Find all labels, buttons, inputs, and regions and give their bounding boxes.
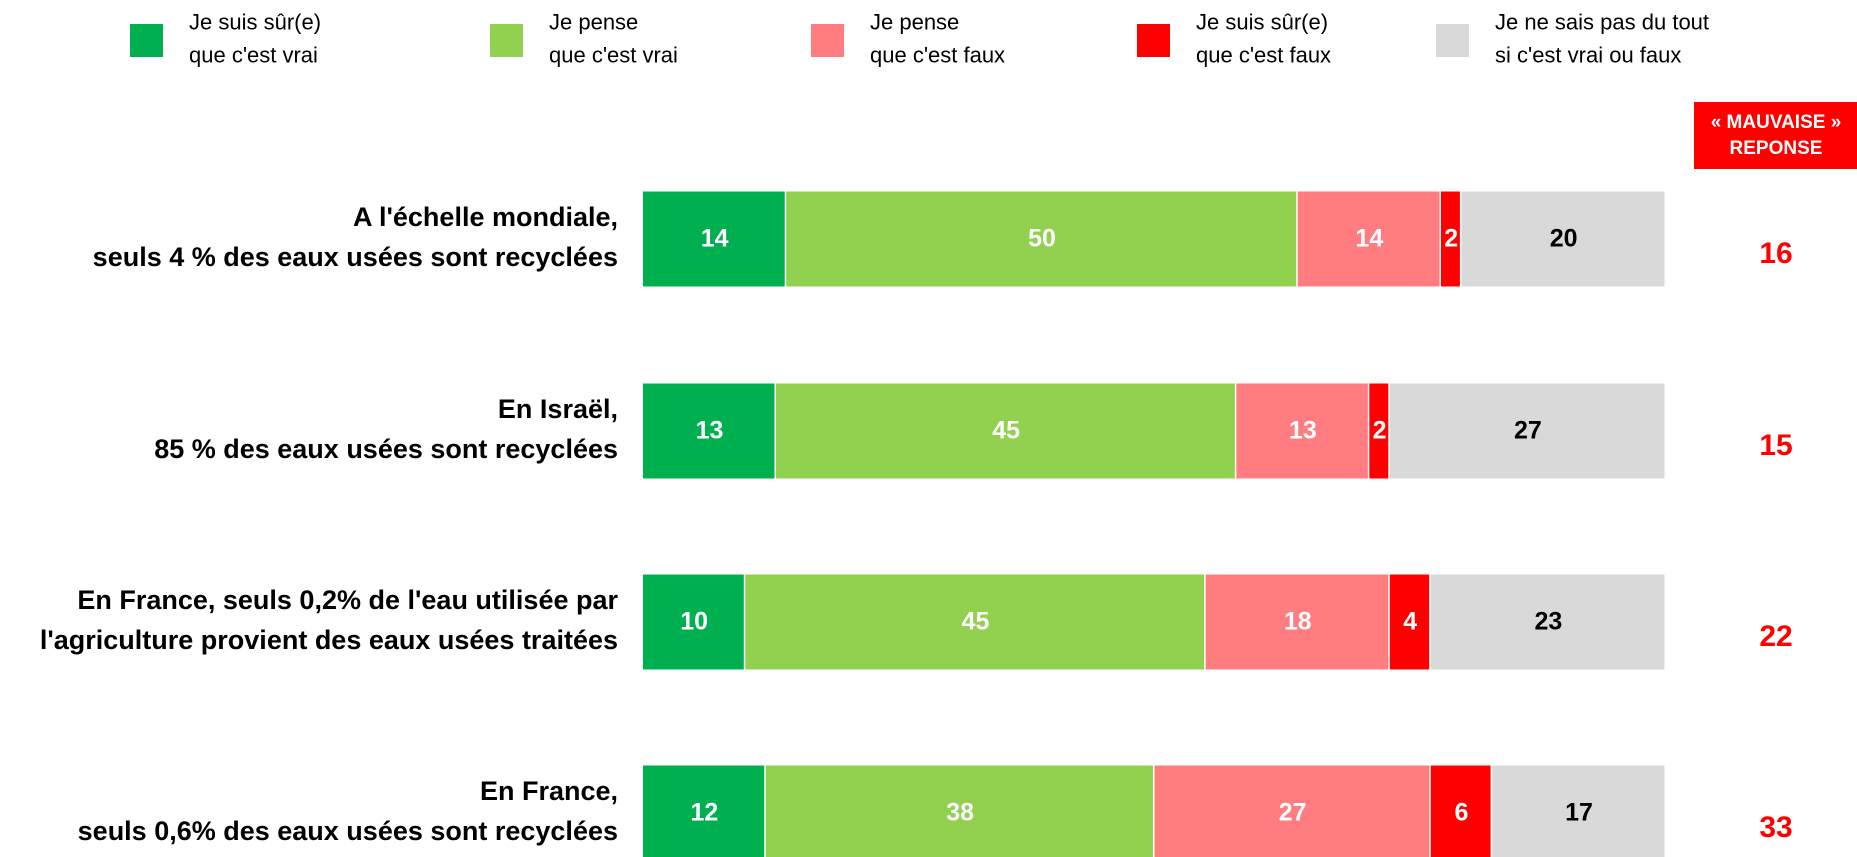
value-label: 14 xyxy=(701,225,729,253)
bar-segment xyxy=(1297,191,1440,287)
bar-segment xyxy=(765,765,1153,857)
category-label: En France, seuls 0,2% de l'eau utilisée … xyxy=(40,585,619,655)
legend-label: Je suis sûr(e) que c'est vrai xyxy=(189,9,321,67)
value-label: 2 xyxy=(1373,417,1387,445)
legend-swatch xyxy=(1436,24,1469,57)
wrong-answer-header-line: « MAUVAISE » xyxy=(1711,112,1842,133)
bar-segment xyxy=(1430,765,1491,857)
value-label: 20 xyxy=(1550,225,1578,253)
value-label: 2 xyxy=(1444,225,1458,253)
category-label-line: seuls 0,6% des eaux usées sont recyclées xyxy=(78,816,618,846)
value-label: 14 xyxy=(1355,225,1383,253)
wrong-answer-header-line: REPONSE xyxy=(1730,138,1823,159)
category-label: En France, seuls 0,6% des eaux usées sont… xyxy=(78,776,618,846)
bar-segment xyxy=(1389,383,1665,479)
legend-swatch xyxy=(130,24,163,57)
value-label: 4 xyxy=(1403,608,1417,636)
wrong-answer-value: 22 xyxy=(1759,620,1792,653)
bar-segment xyxy=(1369,383,1389,479)
legend-label-line: que c'est faux xyxy=(870,42,1005,67)
category-label: A l'échelle mondiale, seuls 4 % des eaux … xyxy=(93,202,618,272)
value-label: 18 xyxy=(1284,608,1312,636)
wrong-answer-value: 16 xyxy=(1759,237,1792,270)
bar-segment xyxy=(1461,191,1665,287)
bar-segment xyxy=(775,383,1235,479)
bar-segment xyxy=(643,765,765,857)
legend-label-line: Je pense xyxy=(870,9,959,34)
legend-label: Je pense que c'est vrai xyxy=(549,9,678,67)
category-label: En Israël, 85 % des eaux usées sont recyc… xyxy=(154,394,618,464)
value-label: 23 xyxy=(1534,608,1562,636)
category-label-line: En Israël, xyxy=(498,394,618,424)
bar-segment xyxy=(786,191,1297,287)
legend-label: Je pense que c'est faux xyxy=(870,9,1005,67)
category-label-line: A l'échelle mondiale, xyxy=(353,202,618,232)
bar-segment xyxy=(643,383,775,479)
bar-segment xyxy=(1154,765,1430,857)
legend-swatch xyxy=(490,24,523,57)
value-label: 6 xyxy=(1454,799,1468,827)
bar-segment xyxy=(643,574,744,670)
wrong-answer-header: « MAUVAISE » REPONSE xyxy=(1711,112,1842,159)
legend-label-line: que c'est vrai xyxy=(189,42,318,67)
value-label: 13 xyxy=(1289,417,1317,445)
legend-label-line: Je pense xyxy=(549,9,638,34)
category-label-line: En France, seuls 0,2% de l'eau utilisée … xyxy=(77,585,618,615)
bar-segment xyxy=(643,191,785,287)
category-label-line: seuls 4 % des eaux usées sont recyclées xyxy=(93,242,618,272)
legend-swatch xyxy=(1137,24,1170,57)
value-label: 38 xyxy=(946,799,974,827)
bar-segment xyxy=(1205,574,1389,670)
legend-swatch xyxy=(811,24,844,57)
bar-segment xyxy=(1236,383,1368,479)
value-label: 13 xyxy=(696,417,724,445)
wrong-answer-header-box xyxy=(1694,102,1857,169)
value-label: 27 xyxy=(1514,417,1542,445)
value-label: 12 xyxy=(690,799,718,827)
value-label: 50 xyxy=(1028,225,1056,253)
legend-label: Je suis sûr(e) que c'est faux xyxy=(1196,9,1331,67)
value-label: 45 xyxy=(962,608,990,636)
category-label-line: En France, xyxy=(480,776,618,806)
bar-segment xyxy=(1492,765,1665,857)
legend-label-line: que c'est faux xyxy=(1196,42,1331,67)
bar-segment xyxy=(1440,191,1460,287)
category-label-line: l'agriculture provient des eaux usées tr… xyxy=(40,625,618,655)
value-label: 17 xyxy=(1565,799,1593,827)
legend-label-line: Je suis sûr(e) xyxy=(189,9,321,34)
legend-label-line: que c'est vrai xyxy=(549,42,678,67)
bar-segment xyxy=(1389,574,1430,670)
legend-label-line: Je suis sûr(e) xyxy=(1196,9,1328,34)
value-label: 27 xyxy=(1279,799,1307,827)
legend-label-line: Je ne sais pas du tout xyxy=(1495,9,1709,34)
category-label-line: 85 % des eaux usées sont recyclées xyxy=(154,434,618,464)
legend-label-line: si c'est vrai ou faux xyxy=(1495,42,1681,67)
bar-segment xyxy=(745,574,1205,670)
bar-segment xyxy=(1430,574,1665,670)
legend-label: Je ne sais pas du tout si c'est vrai ou f… xyxy=(1495,9,1709,67)
wrong-answer-value: 33 xyxy=(1759,811,1792,844)
value-label: 10 xyxy=(680,608,708,636)
value-label: 45 xyxy=(992,417,1020,445)
wrong-answer-value: 15 xyxy=(1759,429,1792,462)
